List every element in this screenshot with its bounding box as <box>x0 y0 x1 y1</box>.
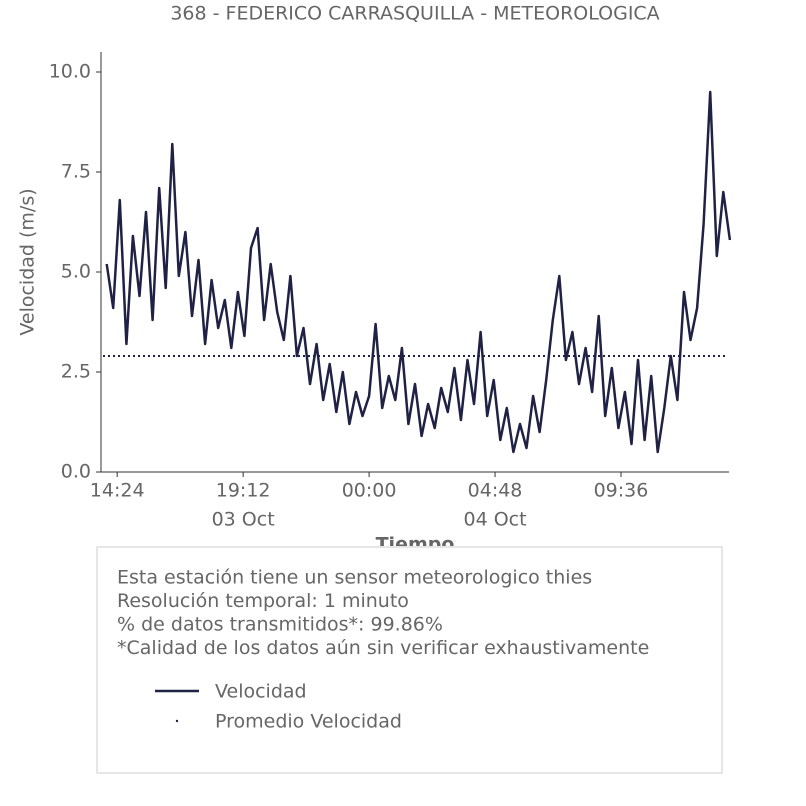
y-tick-label: 5.0 <box>61 261 91 283</box>
chart-title: 368 - FEDERICO CARRASQUILLA - METEOROLOG… <box>170 3 659 25</box>
info-line: Esta estación tiene un sensor meteorolog… <box>117 567 592 589</box>
info-line: Resolución temporal: 1 minuto <box>117 590 409 612</box>
legend-label: Velocidad <box>215 681 307 703</box>
x-tick-label: 14:24 <box>90 480 145 502</box>
x-date-label: 04 Oct <box>463 509 526 531</box>
info-line: *Calidad de los datos aún sin verificar … <box>117 637 649 659</box>
legend-label: Promedio Velocidad <box>215 711 402 733</box>
x-tick-label: 19:12 <box>216 480 271 502</box>
legend-dot-swatch <box>175 719 179 723</box>
info-box <box>96 546 723 774</box>
x-date-label: 03 Oct <box>212 509 275 531</box>
y-tick-label: 10.0 <box>49 61 91 83</box>
y-tick-label: 7.5 <box>61 161 91 183</box>
info-line: % de datos transmitidos*: 99.86% <box>117 614 443 636</box>
y-tick-label: 2.5 <box>61 361 91 383</box>
x-tick-label: 00:00 <box>342 480 397 502</box>
x-tick-label: 04:48 <box>468 480 523 502</box>
y-axis-label: Velocidad (m/s) <box>17 188 39 335</box>
x-tick-label: 09:36 <box>594 480 649 502</box>
y-tick-label: 0.0 <box>61 461 91 483</box>
velocity-line <box>105 90 732 454</box>
